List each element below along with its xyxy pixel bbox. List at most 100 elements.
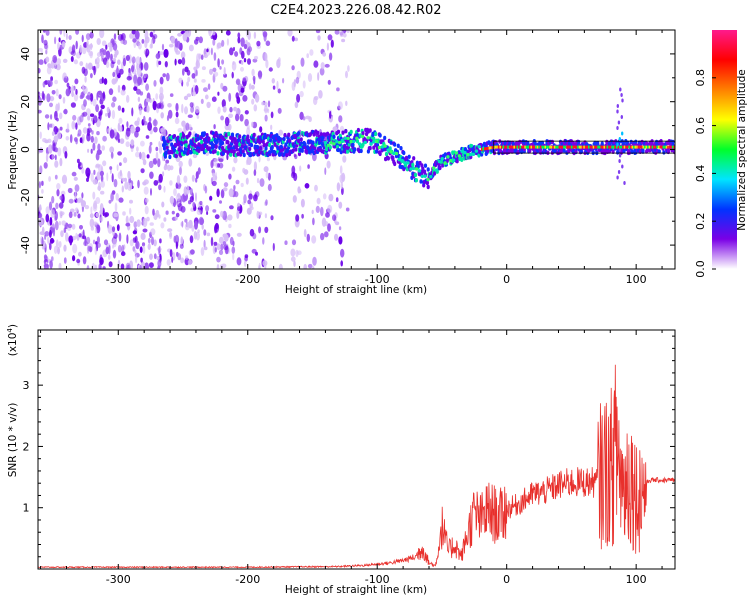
spectrogram-ridge-cell bbox=[270, 145, 274, 150]
spectrogram-speckle bbox=[253, 169, 257, 177]
spectrogram-speckle bbox=[142, 245, 146, 254]
spectrogram-speckle bbox=[220, 243, 224, 251]
spectrogram-speckle bbox=[101, 48, 104, 53]
spectrogram-speckle bbox=[38, 181, 42, 189]
spectrogram-speckle bbox=[101, 40, 107, 47]
spectrogram-speckle bbox=[117, 105, 122, 111]
spectrogram-speckle bbox=[304, 183, 310, 189]
spectrogram-speckle bbox=[99, 109, 103, 116]
spectrogram-ridge-cell bbox=[368, 128, 372, 133]
spectrogram-ridge-cell bbox=[540, 140, 545, 146]
spectrogram-ridge-cell bbox=[347, 142, 351, 147]
spectrogram-peak-cell bbox=[499, 145, 501, 149]
spectrogram-speckle bbox=[113, 212, 119, 218]
spectrogram-speckle bbox=[294, 154, 298, 160]
spectrogram-ridge-cell bbox=[391, 155, 395, 161]
spectrogram-speckle bbox=[330, 39, 334, 48]
spectrogram-ridge-cell bbox=[220, 140, 225, 146]
spectrogram-ridge-cell bbox=[226, 140, 230, 145]
colorbar-tick-label: 0.0 bbox=[694, 260, 707, 278]
spectrogram-speckle bbox=[44, 114, 50, 119]
spectrogram-speckle bbox=[233, 106, 238, 112]
spectrogram-speckle bbox=[78, 161, 82, 166]
spectrogram-speckle bbox=[264, 213, 267, 219]
spectrogram-speckle bbox=[195, 60, 200, 69]
spectrogram-speckle bbox=[206, 101, 211, 109]
spectrogram-speckle bbox=[148, 116, 152, 123]
spectrogram-speckle bbox=[87, 245, 92, 252]
spectrogram-speckle bbox=[210, 236, 214, 247]
spectrogram-peak-cell bbox=[533, 145, 536, 149]
spectrogram-ridge-cell bbox=[666, 147, 671, 153]
spectrogram-ridge-cell bbox=[214, 144, 218, 149]
spectrogram-speckle bbox=[324, 221, 329, 227]
y-tick-label: 40 bbox=[19, 47, 32, 61]
spectrogram-speckle bbox=[63, 227, 67, 234]
spectrogram-speckle bbox=[129, 215, 135, 224]
spectrogram-speckle bbox=[79, 61, 84, 67]
spectrogram-speckle bbox=[146, 154, 150, 159]
spectrogram-speckle bbox=[43, 254, 48, 260]
spectrogram-speckle bbox=[111, 173, 114, 183]
spectrogram-speckle bbox=[125, 141, 130, 148]
spectrogram-bright-cell bbox=[360, 134, 365, 139]
spectrogram-speckle bbox=[95, 152, 100, 161]
spectrogram-ridge-cell bbox=[216, 151, 220, 156]
spectrogram-speckle bbox=[129, 199, 133, 204]
spectrogram-speckle bbox=[213, 52, 217, 61]
spectrogram-ridge-cell bbox=[224, 133, 228, 138]
spectrogram-speckle bbox=[54, 79, 58, 85]
spectrogram-ridge-cell bbox=[215, 139, 219, 144]
spectrogram-speckle bbox=[272, 242, 275, 252]
spectrogram-speckle bbox=[251, 68, 255, 77]
spectrogram-speckle bbox=[203, 246, 208, 251]
spectrogram-speckle bbox=[140, 62, 143, 71]
spectrogram-peak-cell bbox=[552, 145, 554, 149]
spectrogram-speckle bbox=[341, 172, 346, 182]
spectrogram-speckle bbox=[96, 52, 102, 58]
spectrogram-speckle bbox=[258, 226, 262, 234]
spectrogram-speckle bbox=[197, 167, 201, 175]
spectrogram-speckle bbox=[66, 123, 70, 131]
spectrogram-speckle bbox=[58, 94, 62, 100]
spectrogram-speckle bbox=[235, 78, 241, 86]
spectrogram-speckle bbox=[306, 53, 310, 59]
spectrogram-speckle bbox=[71, 44, 76, 54]
spectrogram-speckle bbox=[55, 202, 59, 209]
spectrogram-speckle bbox=[175, 212, 180, 218]
spectrogram-speckle bbox=[192, 91, 197, 97]
spectrogram-speckle bbox=[183, 175, 188, 183]
spectrogram-speckle bbox=[228, 223, 232, 229]
spectrogram-speckle bbox=[229, 205, 234, 210]
spectrogram-speckle bbox=[113, 178, 118, 188]
spectrogram-speckle bbox=[147, 237, 151, 244]
spectrogram-speckle bbox=[45, 49, 48, 55]
spectrogram-speckle bbox=[94, 246, 98, 256]
spectrogram-speckle bbox=[156, 59, 159, 68]
spectrogram-speckle bbox=[95, 197, 101, 204]
spectrogram-ridge-cell bbox=[346, 149, 350, 154]
spectrogram-speckle bbox=[126, 121, 129, 128]
spectrogram-speckle bbox=[136, 146, 139, 152]
spectrogram-speckle bbox=[39, 165, 43, 175]
x-tick-label: -100 bbox=[365, 273, 390, 286]
snr-ylabel: SNR (10 * v/v) bbox=[7, 403, 19, 478]
spectrogram-speckle bbox=[125, 127, 131, 137]
spectrogram-speckle bbox=[146, 105, 150, 113]
spectrogram-speckle bbox=[177, 253, 182, 261]
spectrogram-speckle bbox=[94, 228, 98, 234]
spectrogram-speckle bbox=[106, 106, 110, 114]
spectrogram-speckle bbox=[140, 168, 145, 174]
spectrogram-speckle bbox=[176, 182, 182, 188]
spectrogram-peak-cell bbox=[516, 145, 519, 149]
spectrogram-speckle bbox=[270, 215, 274, 221]
spectrogram-ridge-cell bbox=[311, 140, 315, 145]
spectrogram-speckle bbox=[100, 180, 105, 188]
spectrogram-speckle bbox=[339, 165, 343, 175]
spectrogram-speckle bbox=[78, 233, 82, 238]
spectrogram-speckle bbox=[63, 109, 68, 114]
spectrogram-spike-cell bbox=[616, 109, 619, 114]
spectrogram-speckle bbox=[211, 96, 217, 102]
spectrogram-speckle bbox=[75, 207, 79, 213]
